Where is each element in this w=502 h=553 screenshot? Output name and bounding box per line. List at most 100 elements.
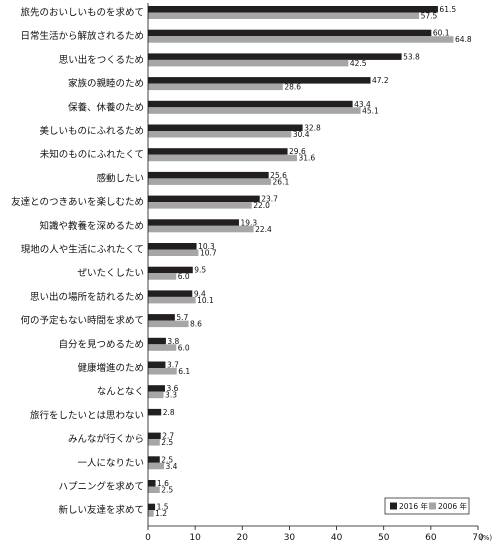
x-tick-label: 70 bbox=[472, 533, 484, 543]
category-label: 一人になりたい bbox=[77, 458, 144, 469]
bar-2016 bbox=[148, 53, 402, 60]
bar-2006 bbox=[148, 510, 154, 517]
data-label: 10.3 bbox=[198, 242, 215, 251]
bar-2006 bbox=[148, 320, 189, 328]
data-label: 60.1 bbox=[433, 29, 450, 38]
bar-2016 bbox=[148, 337, 166, 345]
bar-2006 bbox=[148, 344, 177, 351]
data-label: 25.6 bbox=[270, 171, 287, 180]
data-label: 42.5 bbox=[350, 59, 367, 68]
bar-2016 bbox=[148, 124, 303, 131]
bar-2016 bbox=[148, 171, 269, 179]
data-label: 22.4 bbox=[255, 225, 272, 234]
data-label: 1.6 bbox=[157, 479, 169, 488]
data-label: 10.1 bbox=[197, 296, 214, 305]
bar-2006 bbox=[148, 202, 252, 209]
bar-2016 bbox=[148, 29, 432, 37]
x-tick-label: 50 bbox=[378, 533, 390, 543]
category-label: 家族の親睦のため bbox=[68, 78, 144, 90]
unit-label: (%) bbox=[480, 534, 492, 542]
bar-2016 bbox=[148, 361, 166, 368]
data-label: 30.4 bbox=[293, 130, 310, 139]
data-label: 57.5 bbox=[421, 12, 438, 21]
bar-2006 bbox=[148, 178, 272, 185]
bar-2016 bbox=[148, 432, 161, 440]
bars-group bbox=[148, 6, 454, 517]
legend-label-2006: 2006 年 bbox=[438, 501, 467, 511]
bar-2016 bbox=[148, 456, 160, 463]
x-tick-label: 30 bbox=[284, 533, 296, 543]
category-label: ハプニングを求めて bbox=[58, 481, 144, 493]
bar-2016 bbox=[148, 148, 288, 155]
data-label: 2.7 bbox=[162, 432, 174, 441]
legend-swatch-2006 bbox=[429, 502, 436, 510]
bar-2016 bbox=[148, 77, 371, 84]
category-label: 思い出をつくるため bbox=[59, 54, 144, 66]
bar-2006 bbox=[148, 154, 297, 162]
bar-2006 bbox=[148, 296, 196, 304]
category-label: 美しいものにふれるため bbox=[39, 125, 144, 137]
data-label: 43.4 bbox=[354, 100, 371, 109]
category-label: みんなが行くから bbox=[68, 433, 144, 445]
bar-2016 bbox=[148, 6, 438, 13]
category-label: 知識や教養を深めるため bbox=[39, 220, 144, 232]
data-label: 2.5 bbox=[161, 486, 173, 495]
bar-2006 bbox=[148, 12, 420, 19]
bar-2016 bbox=[148, 314, 175, 321]
data-label: 8.6 bbox=[190, 320, 202, 329]
data-label: 3.8 bbox=[167, 337, 179, 346]
bar-2016 bbox=[148, 408, 162, 416]
bar-2016 bbox=[148, 219, 239, 226]
bar-2006 bbox=[148, 486, 160, 493]
bar-2006 bbox=[148, 83, 283, 91]
category-label: なんとなく bbox=[97, 387, 144, 398]
x-tick-label: 0 bbox=[145, 533, 151, 543]
data-label: 1.2 bbox=[155, 509, 167, 518]
data-label: 22.0 bbox=[253, 201, 270, 210]
bar-2006 bbox=[148, 36, 454, 43]
data-label: 6.0 bbox=[178, 343, 190, 352]
category-label: 友達とのつきあいを楽しむため bbox=[11, 196, 144, 208]
x-tick-label: 20 bbox=[237, 533, 249, 543]
bar-2016 bbox=[148, 266, 193, 274]
data-label: 47.2 bbox=[372, 76, 389, 85]
category-label: 現地の人や生活にふれたくて bbox=[21, 244, 144, 256]
bar-2006 bbox=[148, 107, 361, 114]
category-label: 自分を見つめるため bbox=[58, 338, 144, 350]
data-label: 32.8 bbox=[304, 124, 321, 133]
legend: 2016 年 2006 年 bbox=[384, 497, 470, 515]
data-label: 3.4 bbox=[166, 462, 178, 471]
legend-box bbox=[384, 497, 470, 515]
data-label: 45.1 bbox=[362, 106, 379, 115]
data-label: 29.6 bbox=[289, 147, 306, 156]
category-labels-group: 旅先のおいしいものを求めて日常生活から解放されるため思い出をつくるため家族の親睦… bbox=[11, 7, 144, 517]
bar-2006 bbox=[148, 225, 254, 233]
bar-2016 bbox=[148, 100, 353, 108]
data-label: 3.3 bbox=[165, 391, 177, 400]
bar-2006 bbox=[148, 59, 349, 67]
bar-2006 bbox=[148, 462, 165, 470]
category-label: 旅行をしたいとは思わない bbox=[30, 409, 144, 421]
bar-2006 bbox=[148, 273, 177, 280]
category-label: 思い出の場所を訪れるため bbox=[30, 291, 144, 303]
data-label: 9.4 bbox=[194, 289, 206, 298]
data-label: 2.8 bbox=[163, 408, 175, 417]
data-label: 26.1 bbox=[273, 177, 290, 186]
bar-2016 bbox=[148, 385, 165, 392]
data-label: 23.7 bbox=[261, 195, 278, 204]
category-label: ぜいたくしたい bbox=[77, 268, 144, 279]
bar-2016 bbox=[148, 195, 260, 203]
data-label: 1.5 bbox=[157, 503, 169, 512]
category-label: 感動したい bbox=[96, 172, 144, 184]
category-label: 未知のものにふれたくて bbox=[40, 149, 144, 161]
legend-label-2016: 2016 年 bbox=[399, 501, 428, 511]
bar-2016 bbox=[148, 480, 156, 487]
bar-2016 bbox=[148, 290, 193, 297]
data-label: 61.5 bbox=[439, 5, 456, 14]
data-label: 64.8 bbox=[455, 35, 472, 44]
bar-2006 bbox=[148, 439, 160, 446]
data-label: 9.5 bbox=[194, 266, 206, 275]
x-tick-label: 10 bbox=[189, 533, 201, 543]
data-label: 6.1 bbox=[178, 367, 190, 376]
